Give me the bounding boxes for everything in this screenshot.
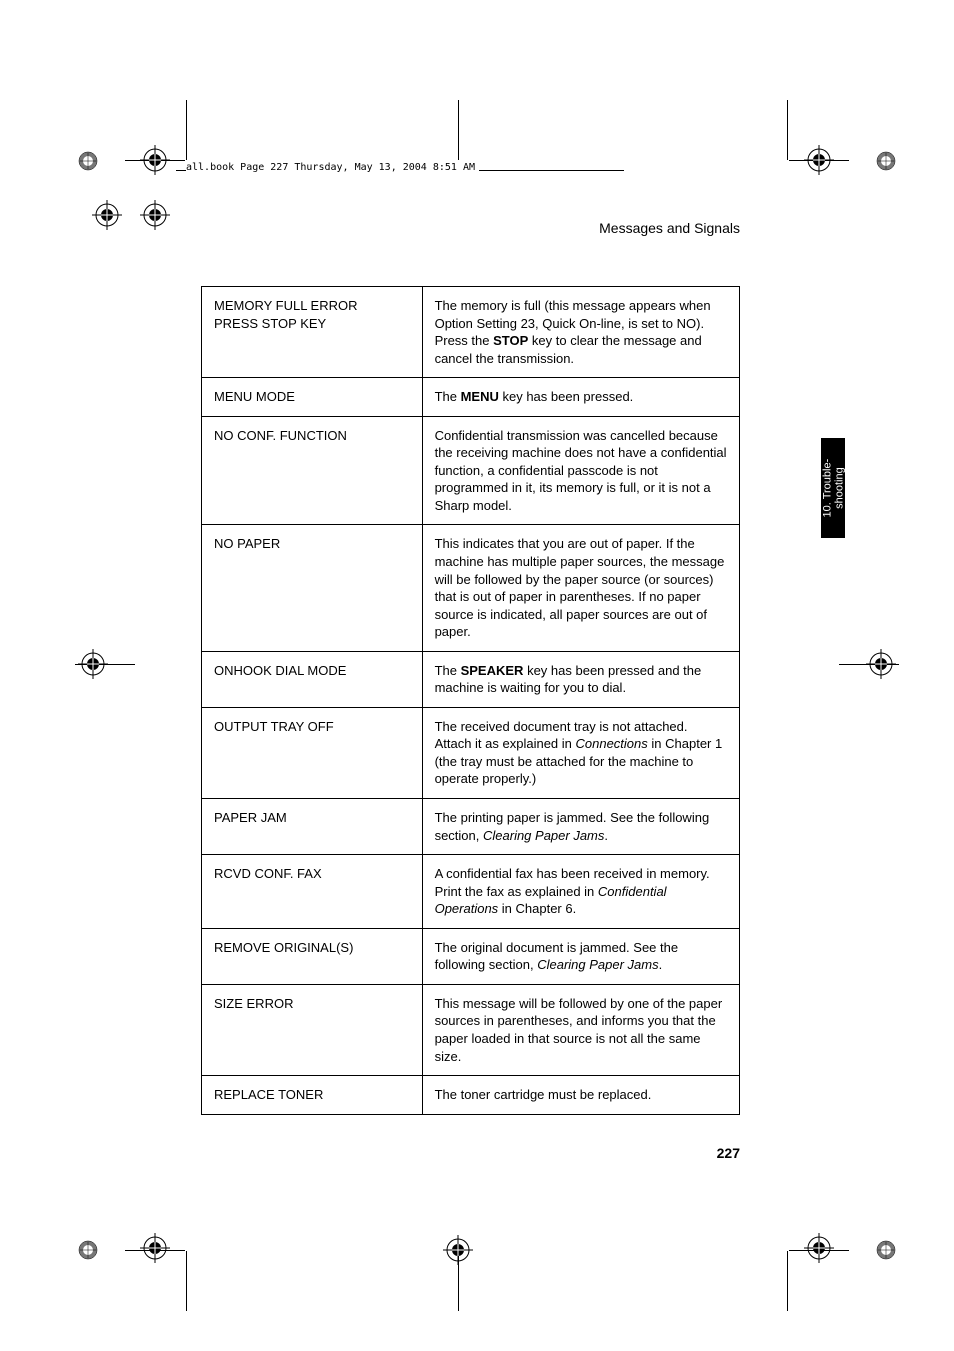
chapter-tab: 10. Trouble- shooting [821, 438, 845, 538]
message-description: The printing paper is jammed. See the fo… [422, 799, 739, 855]
message-label: MENU MODE [202, 378, 423, 417]
message-label: REMOVE ORIGINAL(S) [202, 928, 423, 984]
table-row: NO CONF. FUNCTIONConfidential transmissi… [202, 416, 740, 525]
registration-mark-icon [866, 649, 896, 679]
table-row: RCVD CONF. FAXA confidential fax has bee… [202, 855, 740, 929]
message-label: REPLACE TONER [202, 1076, 423, 1115]
message-description: Confidential transmission was cancelled … [422, 416, 739, 525]
registration-mark-icon [804, 1233, 834, 1263]
registration-mark-icon [804, 145, 834, 175]
table-row: MENU MODEThe MENU key has been pressed. [202, 378, 740, 417]
table-row: SIZE ERRORThis message will be followed … [202, 984, 740, 1075]
chapter-tab-line1: 10. Trouble- [821, 459, 833, 518]
crop-mark [787, 1251, 788, 1311]
message-description: The original document is jammed. See the… [422, 928, 739, 984]
page-number: 227 [201, 1145, 740, 1161]
registration-mark [78, 1240, 98, 1260]
page-title: Messages and Signals [201, 220, 740, 236]
message-description: The received document tray is not attach… [422, 707, 739, 798]
registration-mark-icon [140, 145, 170, 175]
message-label: RCVD CONF. FAX [202, 855, 423, 929]
table-row: OUTPUT TRAY OFFThe received document tra… [202, 707, 740, 798]
table-row: REPLACE TONERThe toner cartridge must be… [202, 1076, 740, 1115]
messages-table: MEMORY FULL ERROR PRESS STOP KEYThe memo… [201, 286, 740, 1115]
registration-mark-icon [92, 200, 122, 230]
message-description: This message will be followed by one of … [422, 984, 739, 1075]
registration-mark-icon [140, 200, 170, 230]
message-description: The toner cartridge must be replaced. [422, 1076, 739, 1115]
message-label: OUTPUT TRAY OFF [202, 707, 423, 798]
registration-mark-icon [140, 1233, 170, 1263]
message-label: NO PAPER [202, 525, 423, 651]
message-description: The memory is full (this message appears… [422, 287, 739, 378]
message-description: The MENU key has been pressed. [422, 378, 739, 417]
crop-mark [787, 100, 788, 160]
message-description: The SPEAKER key has been pressed and the… [422, 651, 739, 707]
crop-mark [186, 1251, 187, 1311]
message-description: A confidential fax has been received in … [422, 855, 739, 929]
message-description: This indicates that you are out of paper… [422, 525, 739, 651]
message-label: PAPER JAM [202, 799, 423, 855]
message-label: ONHOOK DIAL MODE [202, 651, 423, 707]
registration-mark-icon [78, 649, 108, 679]
message-label: SIZE ERROR [202, 984, 423, 1075]
message-label: NO CONF. FUNCTION [202, 416, 423, 525]
table-row: MEMORY FULL ERROR PRESS STOP KEYThe memo… [202, 287, 740, 378]
table-row: ONHOOK DIAL MODEThe SPEAKER key has been… [202, 651, 740, 707]
header-filename: all.book Page 227 Thursday, May 13, 2004… [186, 162, 479, 173]
chapter-tab-line2: shooting [833, 467, 845, 509]
page-content: Messages and Signals MEMORY FULL ERROR P… [201, 220, 740, 1161]
crop-mark [458, 100, 459, 160]
table-row: REMOVE ORIGINAL(S)The original document … [202, 928, 740, 984]
registration-mark [876, 151, 896, 171]
table-row: PAPER JAMThe printing paper is jammed. S… [202, 799, 740, 855]
message-label: MEMORY FULL ERROR PRESS STOP KEY [202, 287, 423, 378]
registration-mark [78, 151, 98, 171]
table-row: NO PAPERThis indicates that you are out … [202, 525, 740, 651]
registration-mark [876, 1240, 896, 1260]
registration-mark-icon [443, 1235, 473, 1265]
crop-mark [186, 100, 187, 160]
